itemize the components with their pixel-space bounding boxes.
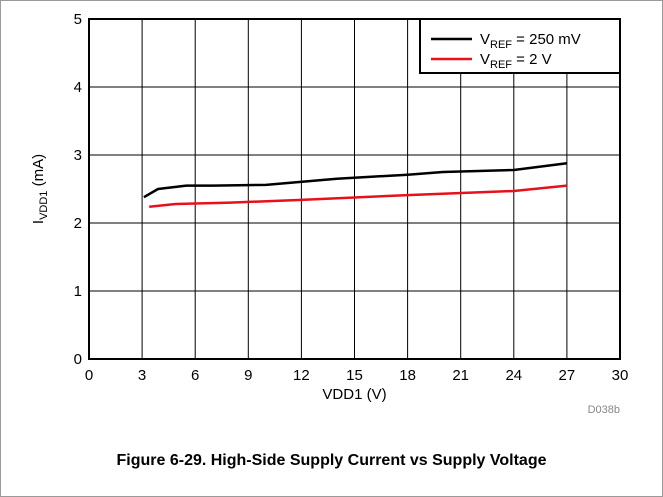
y-tick-label: 0 [74, 351, 82, 368]
y-tick-label: 4 [74, 79, 82, 96]
y-tick-label: 2 [74, 215, 82, 232]
y-axis-label: IVDD1 (mA) [30, 154, 50, 224]
x-tick-label: 30 [612, 367, 629, 384]
y-tick-label: 1 [74, 283, 82, 300]
x-tick-label: 18 [399, 367, 416, 384]
x-tick-label: 27 [559, 367, 576, 384]
x-tick-label: 6 [191, 367, 199, 384]
x-tick-label: 9 [244, 367, 252, 384]
x-tick-label: 12 [293, 367, 310, 384]
y-tick-label: 3 [74, 147, 82, 164]
series-line-1 [143, 161, 568, 199]
legend-box [419, 18, 621, 74]
plot-area-border [88, 18, 621, 360]
x-tick-label: 21 [452, 367, 469, 384]
x-tick-label: 24 [505, 367, 522, 384]
legend-label-1: VREF = 250 mV [480, 31, 581, 51]
x-tick-label: 15 [346, 367, 363, 384]
figure-code: D038b [588, 404, 620, 416]
x-tick-label: 3 [138, 367, 146, 384]
x-tick-label: 0 [85, 367, 93, 384]
legend-label-2: VREF = 2 V [480, 51, 552, 71]
y-tick-label: 5 [74, 11, 82, 28]
figure-caption: Figure 6-29. High-Side Supply Current vs… [116, 452, 547, 469]
series-line-2 [149, 184, 568, 208]
x-axis-label: VDD1 (V) [322, 386, 386, 403]
